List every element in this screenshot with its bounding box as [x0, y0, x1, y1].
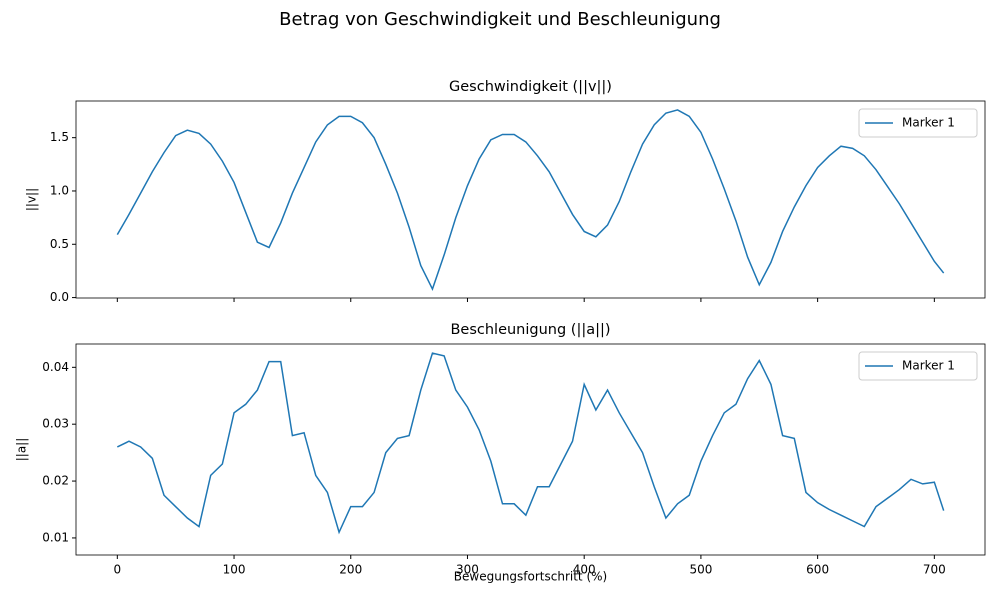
legend-box — [858, 108, 978, 138]
data-line — [116, 109, 945, 291]
y-tick-label: 0.0 — [50, 290, 69, 304]
y-tick-label: 0.5 — [50, 237, 69, 251]
axes-title: Geschwindigkeit (||v||) — [449, 79, 612, 95]
y-tick-label: 1.0 — [50, 183, 69, 197]
y-tick-label: 0.03 — [42, 417, 69, 431]
y-axis-label: ||v|| — [25, 188, 39, 211]
legend-box — [858, 351, 978, 381]
x-tick-label: 0 — [113, 563, 121, 577]
x-tick-label: 300 — [456, 563, 479, 577]
y-tick-label: 0.04 — [42, 360, 69, 374]
data-line — [116, 352, 945, 535]
x-tick-label: 400 — [573, 563, 596, 577]
x-tick-label: 700 — [923, 563, 946, 577]
x-tick-label: 600 — [806, 563, 829, 577]
x-axis-label: Bewegungsfortschritt (%) — [454, 570, 607, 584]
y-tick-label: 0.02 — [42, 474, 69, 488]
legend-label: Marker 1 — [902, 116, 955, 130]
figure-title: Betrag von Geschwindigkeit und Beschleun… — [279, 9, 721, 30]
legend-label: Marker 1 — [902, 359, 955, 373]
y-tick-label: 1.5 — [50, 130, 69, 144]
x-tick-label: 200 — [339, 563, 362, 577]
x-tick-label: 500 — [689, 563, 712, 577]
axes-title: Beschleunigung (||a||) — [450, 322, 610, 338]
axes-frame — [75, 343, 986, 556]
y-tick-label: 0.01 — [42, 530, 69, 544]
y-axis-label: ||a|| — [15, 438, 29, 462]
axes-frame — [75, 100, 986, 299]
x-tick-label: 100 — [223, 563, 246, 577]
